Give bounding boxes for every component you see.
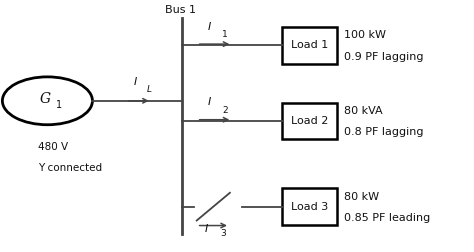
- Text: Load 2: Load 2: [291, 116, 328, 126]
- Text: Load 3: Load 3: [291, 202, 328, 212]
- Text: $I$: $I$: [133, 75, 137, 87]
- Text: $L$: $L$: [146, 83, 153, 94]
- Text: G: G: [39, 92, 51, 106]
- Text: $I$: $I$: [204, 222, 209, 234]
- Text: 1: 1: [56, 100, 62, 110]
- Text: 2: 2: [222, 106, 228, 115]
- Bar: [282, 103, 337, 139]
- Bar: [282, 27, 337, 64]
- Text: 0.85 PF leading: 0.85 PF leading: [344, 213, 430, 223]
- Text: 80 kW: 80 kW: [344, 192, 379, 202]
- Text: 3: 3: [220, 229, 226, 238]
- Text: Y connected: Y connected: [38, 163, 102, 173]
- Text: Bus 1: Bus 1: [164, 5, 196, 15]
- Bar: [282, 188, 337, 225]
- Text: $I$: $I$: [207, 95, 212, 107]
- Text: $I$: $I$: [207, 19, 212, 32]
- Text: 80 kVA: 80 kVA: [344, 106, 382, 116]
- Text: 100 kW: 100 kW: [344, 30, 386, 40]
- Text: 0.9 PF lagging: 0.9 PF lagging: [344, 52, 423, 62]
- Text: 480 V: 480 V: [38, 142, 68, 152]
- Text: 1: 1: [222, 30, 228, 39]
- Text: Load 1: Load 1: [291, 40, 328, 50]
- Text: 0.8 PF lagging: 0.8 PF lagging: [344, 127, 423, 137]
